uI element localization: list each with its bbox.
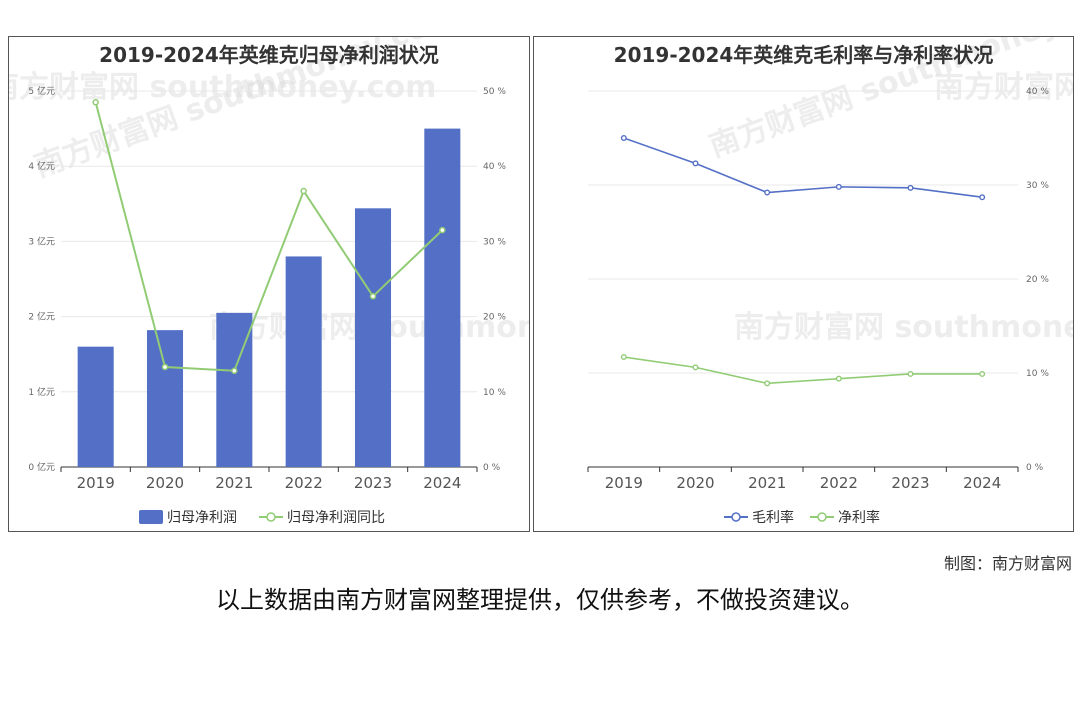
x-axis-label: 2023 <box>354 474 392 492</box>
right-axis-tick: 50 % <box>483 87 506 97</box>
right-axis-tick: 10 % <box>483 388 506 398</box>
net-margin-point <box>907 370 914 377</box>
x-axis-label: 2019 <box>605 474 643 492</box>
margin-chart-title: 2019-2024年英维克毛利率与净利率状况 <box>613 43 994 67</box>
profit-bar <box>285 256 322 467</box>
gross-margin-point <box>835 183 842 190</box>
gross-margin-point <box>764 189 771 196</box>
watermark-text: 南方财富网 southmoney.com <box>9 70 436 105</box>
right-axis-tick: 10 % <box>1026 369 1049 379</box>
x-axis-label: 2023 <box>891 474 929 492</box>
disclaimer-text: 以上数据由南方财富网整理提供，仅供参考，不做投资建议。 <box>216 586 864 614</box>
profit-bar <box>354 208 392 467</box>
left-axis-tick: 4 亿元 <box>28 160 55 172</box>
yoy-point <box>92 99 99 106</box>
x-axis-label: 2024 <box>423 474 461 492</box>
yoy-point <box>300 187 307 195</box>
right-axis-tick: 0 % <box>483 463 501 473</box>
gross-margin-point <box>979 194 986 201</box>
legend-label: 净利率 <box>838 509 880 526</box>
legend-line-marker <box>731 512 741 522</box>
x-axis-label: 2020 <box>146 474 184 492</box>
profit-bar <box>424 128 461 467</box>
profit-chart-title: 2019-2024年英维克归母净利润状况 <box>99 43 439 67</box>
right-axis-tick: 20 % <box>483 313 506 323</box>
legend-line-marker <box>817 512 827 522</box>
x-axis-label: 2022 <box>820 474 858 492</box>
net-margin-point <box>692 364 699 371</box>
net-margin-point <box>979 370 986 377</box>
watermark-text: 南方财富网 southmoney.com <box>734 310 1073 345</box>
gross-margin-point <box>692 160 699 167</box>
margin-chart: 南方财富网 southmoney.com 南方财富网 southmoney.com… <box>587 37 1073 526</box>
margin-chart-panel: 南方财富网 southmoney.com 南方财富网 southmoney.com… <box>533 36 1074 532</box>
x-axis-label: 2019 <box>77 474 115 492</box>
right-axis-tick: 0 % <box>1026 463 1044 473</box>
x-axis-label: 2021 <box>215 474 253 492</box>
right-axis-tick: 20 % <box>1026 275 1049 285</box>
yoy-point <box>439 226 446 234</box>
yoy-line <box>94 102 444 372</box>
gross-margin-line <box>623 137 983 199</box>
legend-label: 毛利率 <box>752 509 794 526</box>
profit-bar <box>146 330 184 467</box>
chart-credit: 制图：南方财富网 <box>943 554 1072 573</box>
net-margin-point <box>835 375 842 382</box>
right-axis-tick: 40 % <box>1026 87 1049 97</box>
x-axis-label: 2022 <box>285 474 323 492</box>
legend-label: 归母净利润同比 <box>287 509 385 526</box>
net-margin-point <box>764 380 771 387</box>
right-axis-tick: 30 % <box>483 237 506 247</box>
legend-bar-swatch <box>139 510 163 524</box>
left-axis-tick: 3 亿元 <box>28 235 55 247</box>
legend-label: 归母净利润 <box>167 509 237 526</box>
right-axis-tick: 30 % <box>1026 181 1049 191</box>
legend-line-marker <box>266 512 276 522</box>
watermark-text: 南方财富网 southmoney.com <box>934 70 1073 105</box>
x-axis-label: 2021 <box>748 474 786 492</box>
net-margin-line <box>623 356 983 385</box>
x-axis-label: 2024 <box>963 474 1001 492</box>
left-axis-tick: 0 亿元 <box>28 461 55 473</box>
yoy-point <box>161 363 169 371</box>
left-axis-tick: 1 亿元 <box>28 386 55 398</box>
net-margin-point <box>620 354 627 361</box>
profit-bar <box>77 346 114 467</box>
left-axis-tick: 2 亿元 <box>28 311 55 323</box>
left-axis-tick: 5 亿元 <box>28 85 55 97</box>
yoy-point <box>369 293 377 300</box>
right-axis-tick: 40 % <box>483 162 506 172</box>
x-axis-label: 2020 <box>676 474 714 492</box>
gross-margin-point <box>620 134 627 141</box>
gross-margin-point <box>907 184 914 191</box>
yoy-point <box>231 367 238 374</box>
